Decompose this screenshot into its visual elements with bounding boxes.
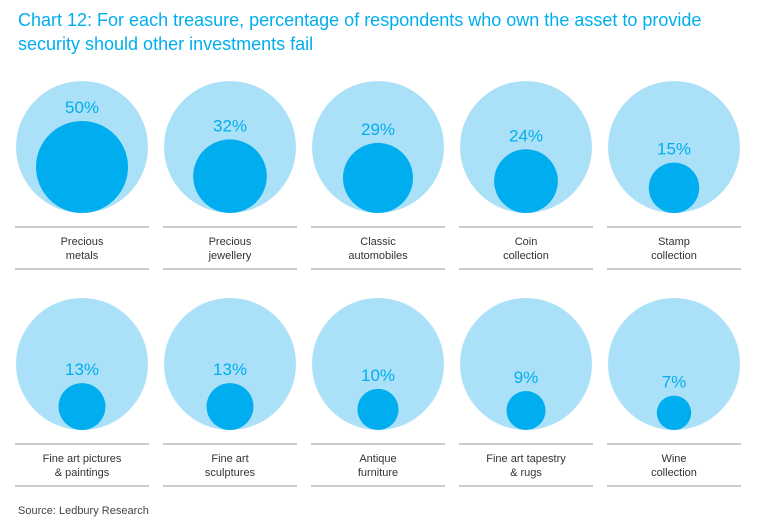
outer-circle xyxy=(312,298,444,430)
outer-circle xyxy=(460,298,592,430)
category-label: Antique xyxy=(359,453,396,465)
bubble-group: 32% Precious jewellery xyxy=(163,81,297,270)
category-label: Stamp xyxy=(658,236,690,248)
bubble-group: 13% Fine art sculptures xyxy=(163,298,297,487)
category-label: automobiles xyxy=(348,250,408,262)
value-circle xyxy=(357,388,399,430)
value-label: 50% xyxy=(65,98,99,117)
category-label: furniture xyxy=(358,467,398,479)
value-circle xyxy=(494,149,558,214)
value-label: 7% xyxy=(662,373,687,392)
chart-title: Chart 12: For each treasure, percentage … xyxy=(18,10,702,54)
value-circle xyxy=(36,121,128,213)
value-circle xyxy=(206,383,254,431)
bubble-group: 29% Classic automobiles xyxy=(311,81,445,270)
value-circle xyxy=(58,383,106,431)
value-circle xyxy=(656,395,692,430)
value-label: 9% xyxy=(514,368,539,387)
value-label: 24% xyxy=(509,126,543,145)
category-label: & paintings xyxy=(55,467,110,479)
category-label: Precious xyxy=(209,236,252,248)
outer-circle xyxy=(608,298,740,430)
category-label: Precious xyxy=(61,236,104,248)
category-label: collection xyxy=(503,250,549,262)
value-circle xyxy=(342,142,414,213)
category-label: Fine art tapestry xyxy=(486,453,566,465)
category-label: collection xyxy=(651,467,697,479)
category-label: Wine xyxy=(661,453,686,465)
outer-circle xyxy=(608,81,740,213)
category-label: jewellery xyxy=(208,250,252,262)
category-label: Fine art xyxy=(211,453,248,465)
value-label: 29% xyxy=(361,120,395,139)
bubble-group: 13% Fine art pictures & paintings xyxy=(15,298,149,487)
bubble-group: 7% Wine collection xyxy=(607,298,741,487)
value-label: 13% xyxy=(213,360,247,379)
value-circle xyxy=(506,390,546,431)
bubble-group: 10% Antique furniture xyxy=(311,298,445,487)
outer-circle xyxy=(16,298,148,430)
bubble-group: 9% Fine art tapestry & rugs xyxy=(459,298,593,487)
value-circle xyxy=(648,162,700,214)
value-label: 32% xyxy=(213,116,247,135)
bubble-group: 50% Precious metals xyxy=(15,81,149,270)
category-label: & rugs xyxy=(510,467,542,479)
value-label: 10% xyxy=(361,366,395,385)
category-label: collection xyxy=(651,250,697,262)
category-label: metals xyxy=(66,250,99,262)
value-circle xyxy=(193,139,267,213)
bubble-group: 24% Coin collection xyxy=(459,81,593,270)
outer-circle xyxy=(164,298,296,430)
value-label: 15% xyxy=(657,140,691,159)
outer-circle xyxy=(460,81,592,213)
category-label: Classic xyxy=(360,236,396,248)
category-label: sculptures xyxy=(205,467,256,479)
value-label: 13% xyxy=(65,360,99,379)
category-label: Fine art pictures xyxy=(43,453,122,465)
category-label: Coin xyxy=(515,236,538,248)
source-note: Source: Ledbury Research xyxy=(18,505,149,517)
bubble-group: 15% Stamp collection xyxy=(607,81,741,270)
